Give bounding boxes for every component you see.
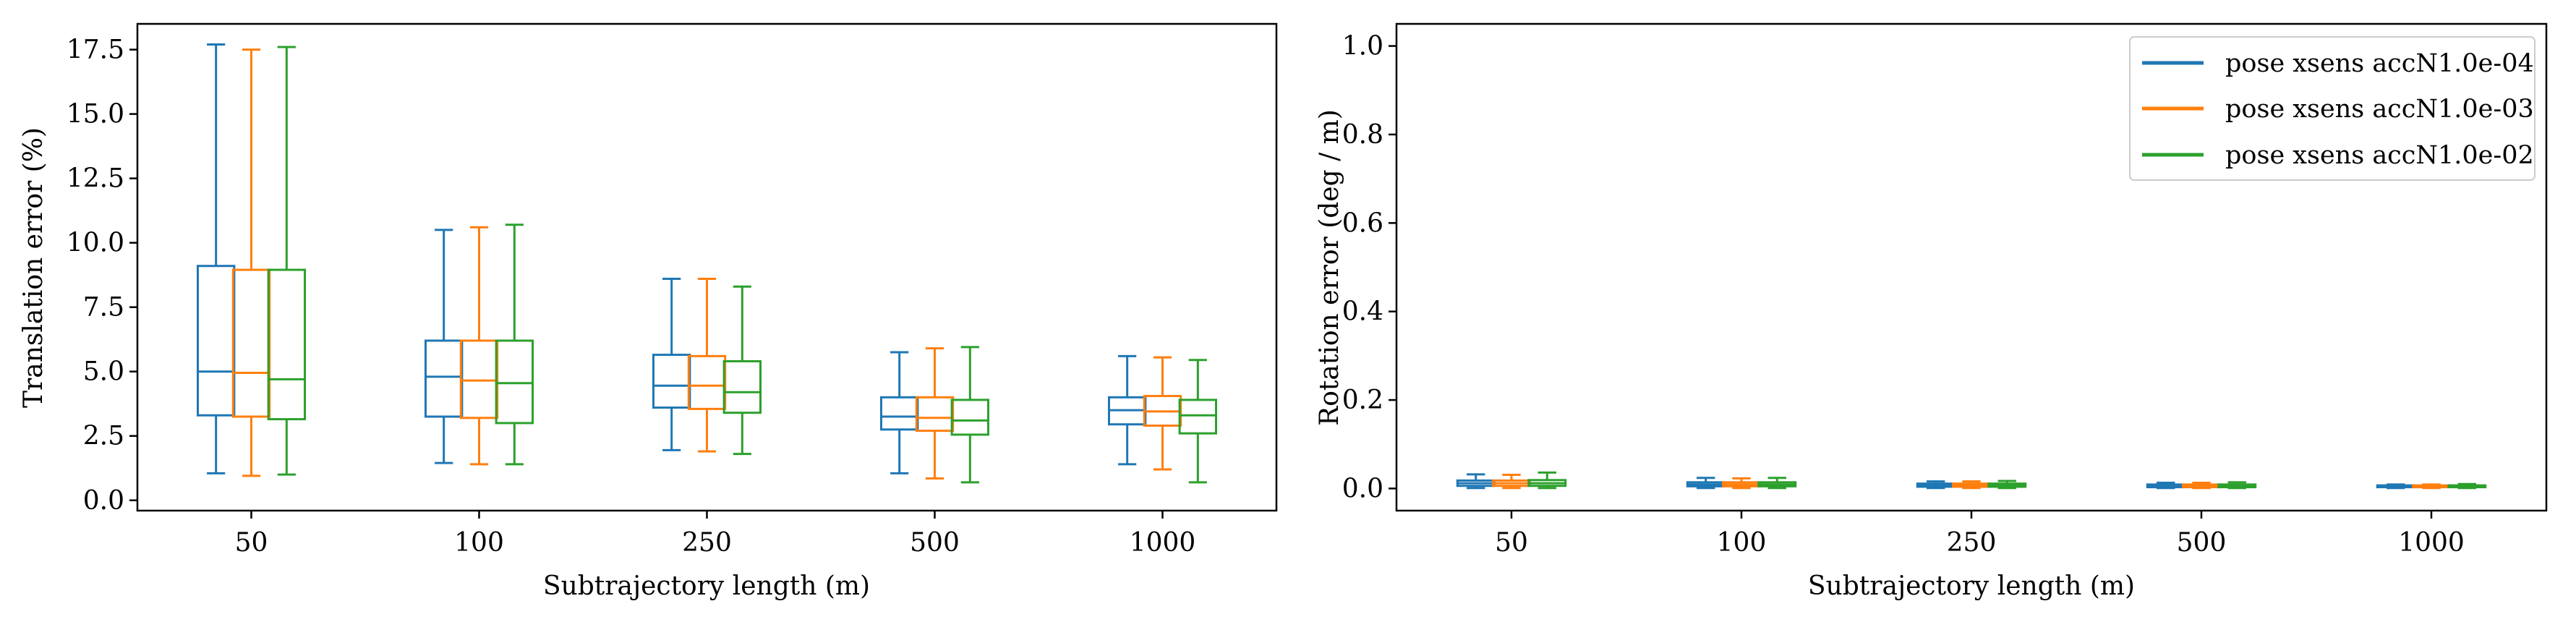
rotation-box-0-1 bbox=[1686, 477, 1726, 490]
translation-y-tick-label: 15.0 bbox=[67, 100, 124, 129]
translation-y-tick-label: 0.0 bbox=[83, 486, 124, 516]
box-body bbox=[652, 354, 691, 409]
translation-y-tick-label: 7.5 bbox=[83, 293, 124, 323]
legend-frame bbox=[2129, 36, 2536, 181]
box-body bbox=[196, 265, 236, 417]
rotation-x-tick-label: 500 bbox=[2177, 528, 2227, 558]
rotation-y-tick-label: 0.2 bbox=[1342, 385, 1383, 415]
rotation-y-tick-label: 1.0 bbox=[1342, 32, 1383, 61]
rotation-y-axis-label: Rotation error (deg / m) bbox=[1315, 109, 1344, 426]
legend-entry: pose xsens accN1.0e-02 bbox=[2142, 141, 2534, 170]
rotation-y-tick-label: 0.4 bbox=[1342, 297, 1383, 327]
rotation-box-2-3 bbox=[2217, 481, 2257, 490]
legend: pose xsens accN1.0e-04 pose xsens accN1.… bbox=[2129, 36, 2536, 181]
box-body bbox=[267, 268, 307, 421]
legend-label-1: pose xsens accN1.0e-03 bbox=[2225, 95, 2534, 124]
rotation-box-1-4 bbox=[2412, 483, 2451, 490]
translation-box-1-1 bbox=[459, 226, 499, 466]
translation-box-2-3 bbox=[950, 346, 990, 484]
box-body bbox=[687, 354, 727, 410]
rotation-box-0-2 bbox=[1916, 480, 1956, 490]
legend-label-2: pose xsens accN1.0e-02 bbox=[2225, 141, 2534, 170]
rotation-box-2-1 bbox=[1757, 477, 1797, 490]
rotation-boxplots bbox=[1456, 471, 2487, 490]
box-body bbox=[722, 359, 762, 414]
translation-x-tick-label: 100 bbox=[454, 528, 504, 558]
rotation-box-1-0 bbox=[1492, 473, 1531, 490]
box-body bbox=[231, 268, 271, 418]
translation-y-tick-label: 10.0 bbox=[67, 229, 124, 258]
rotation-x-tick-label: 100 bbox=[1717, 528, 1767, 558]
rotation-box-1-2 bbox=[1952, 480, 1991, 490]
translation-box-0-3 bbox=[879, 351, 919, 474]
box-body bbox=[1178, 399, 1218, 435]
translation-box-0-2 bbox=[652, 278, 691, 451]
translation-box-2-0 bbox=[267, 46, 307, 476]
translation-boxplots bbox=[196, 43, 1218, 484]
translation-y-tick-label: 17.5 bbox=[67, 35, 124, 65]
rotation-box-1-1 bbox=[1722, 477, 1761, 490]
box-body bbox=[424, 339, 464, 418]
translation-x-tick-label: 50 bbox=[235, 528, 268, 558]
rotation-box-2-2 bbox=[1987, 480, 2027, 490]
rotation-y-tick-label: 0.8 bbox=[1342, 120, 1383, 150]
translation-box-1-0 bbox=[231, 48, 271, 477]
translation-x-axis-label: Subtrajectory length (m) bbox=[543, 571, 870, 601]
translation-box-0-1 bbox=[424, 229, 464, 464]
box-body bbox=[879, 396, 919, 431]
legend-entry: pose xsens accN1.0e-03 bbox=[2142, 95, 2534, 124]
translation-box-1-4 bbox=[1143, 356, 1182, 471]
translation-box-1-2 bbox=[687, 278, 727, 453]
legend-label-0: pose xsens accN1.0e-04 bbox=[2225, 49, 2534, 78]
translation-x-tick-label: 250 bbox=[682, 528, 732, 558]
translation-y-tick-label: 12.5 bbox=[67, 164, 124, 194]
box-body bbox=[495, 339, 534, 425]
rotation-error-panel: 0.0 0.2 0.4 0.6 0.8 1.0 50 100 250 500 1000 Subtr… bbox=[1315, 22, 2548, 601]
box-body bbox=[915, 396, 955, 433]
rotation-y-tick-label: 0.0 bbox=[1342, 474, 1383, 503]
rotation-box-2-0 bbox=[1527, 471, 1567, 490]
translation-box-0-4 bbox=[1107, 354, 1147, 466]
rotation-box-1-3 bbox=[2182, 481, 2221, 490]
translation-y-ticks: 0.0 2.5 5.0 7.5 10.0 12.5 15.0 17.5 bbox=[67, 35, 137, 516]
rotation-y-ticks: 0.0 0.2 0.4 0.6 0.8 1.0 bbox=[1342, 32, 1396, 503]
box-body bbox=[459, 339, 499, 419]
translation-y-tick-label: 5.0 bbox=[83, 357, 124, 387]
rotation-x-tick-label: 250 bbox=[1947, 528, 1997, 558]
rotation-y-tick-label: 0.6 bbox=[1342, 208, 1383, 238]
rotation-box-0-0 bbox=[1456, 473, 1496, 490]
translation-y-axis-label: Translation error (%) bbox=[19, 127, 48, 408]
box-body bbox=[950, 399, 990, 436]
translation-x-tick-label: 500 bbox=[910, 528, 960, 558]
rotation-box-0-3 bbox=[2146, 481, 2185, 490]
translation-box-2-2 bbox=[722, 285, 762, 456]
translation-box-0-0 bbox=[196, 43, 236, 474]
translation-y-tick-label: 2.5 bbox=[83, 422, 124, 451]
translation-error-panel: 0.0 2.5 5.0 7.5 10.0 12.5 15.0 17.5 50 100 250 500… bbox=[19, 22, 1278, 601]
legend-entry: pose xsens accN1.0e-04 bbox=[2142, 49, 2534, 78]
translation-box-2-4 bbox=[1178, 359, 1218, 484]
rotation-x-tick-label: 1000 bbox=[2398, 528, 2465, 558]
translation-x-tick-label: 1000 bbox=[1130, 528, 1196, 558]
translation-box-1-3 bbox=[915, 347, 955, 480]
rotation-x-ticks: 50 100 250 500 1000 bbox=[1495, 511, 2465, 558]
translation-box-2-1 bbox=[495, 223, 534, 466]
rotation-box-2-4 bbox=[2447, 482, 2487, 490]
rotation-x-axis-label: Subtrajectory length (m) bbox=[1808, 571, 2135, 601]
translation-x-ticks: 50 100 250 500 1000 bbox=[235, 511, 1196, 558]
rotation-x-tick-label: 50 bbox=[1495, 528, 1528, 558]
rotation-box-0-4 bbox=[2376, 483, 2415, 490]
